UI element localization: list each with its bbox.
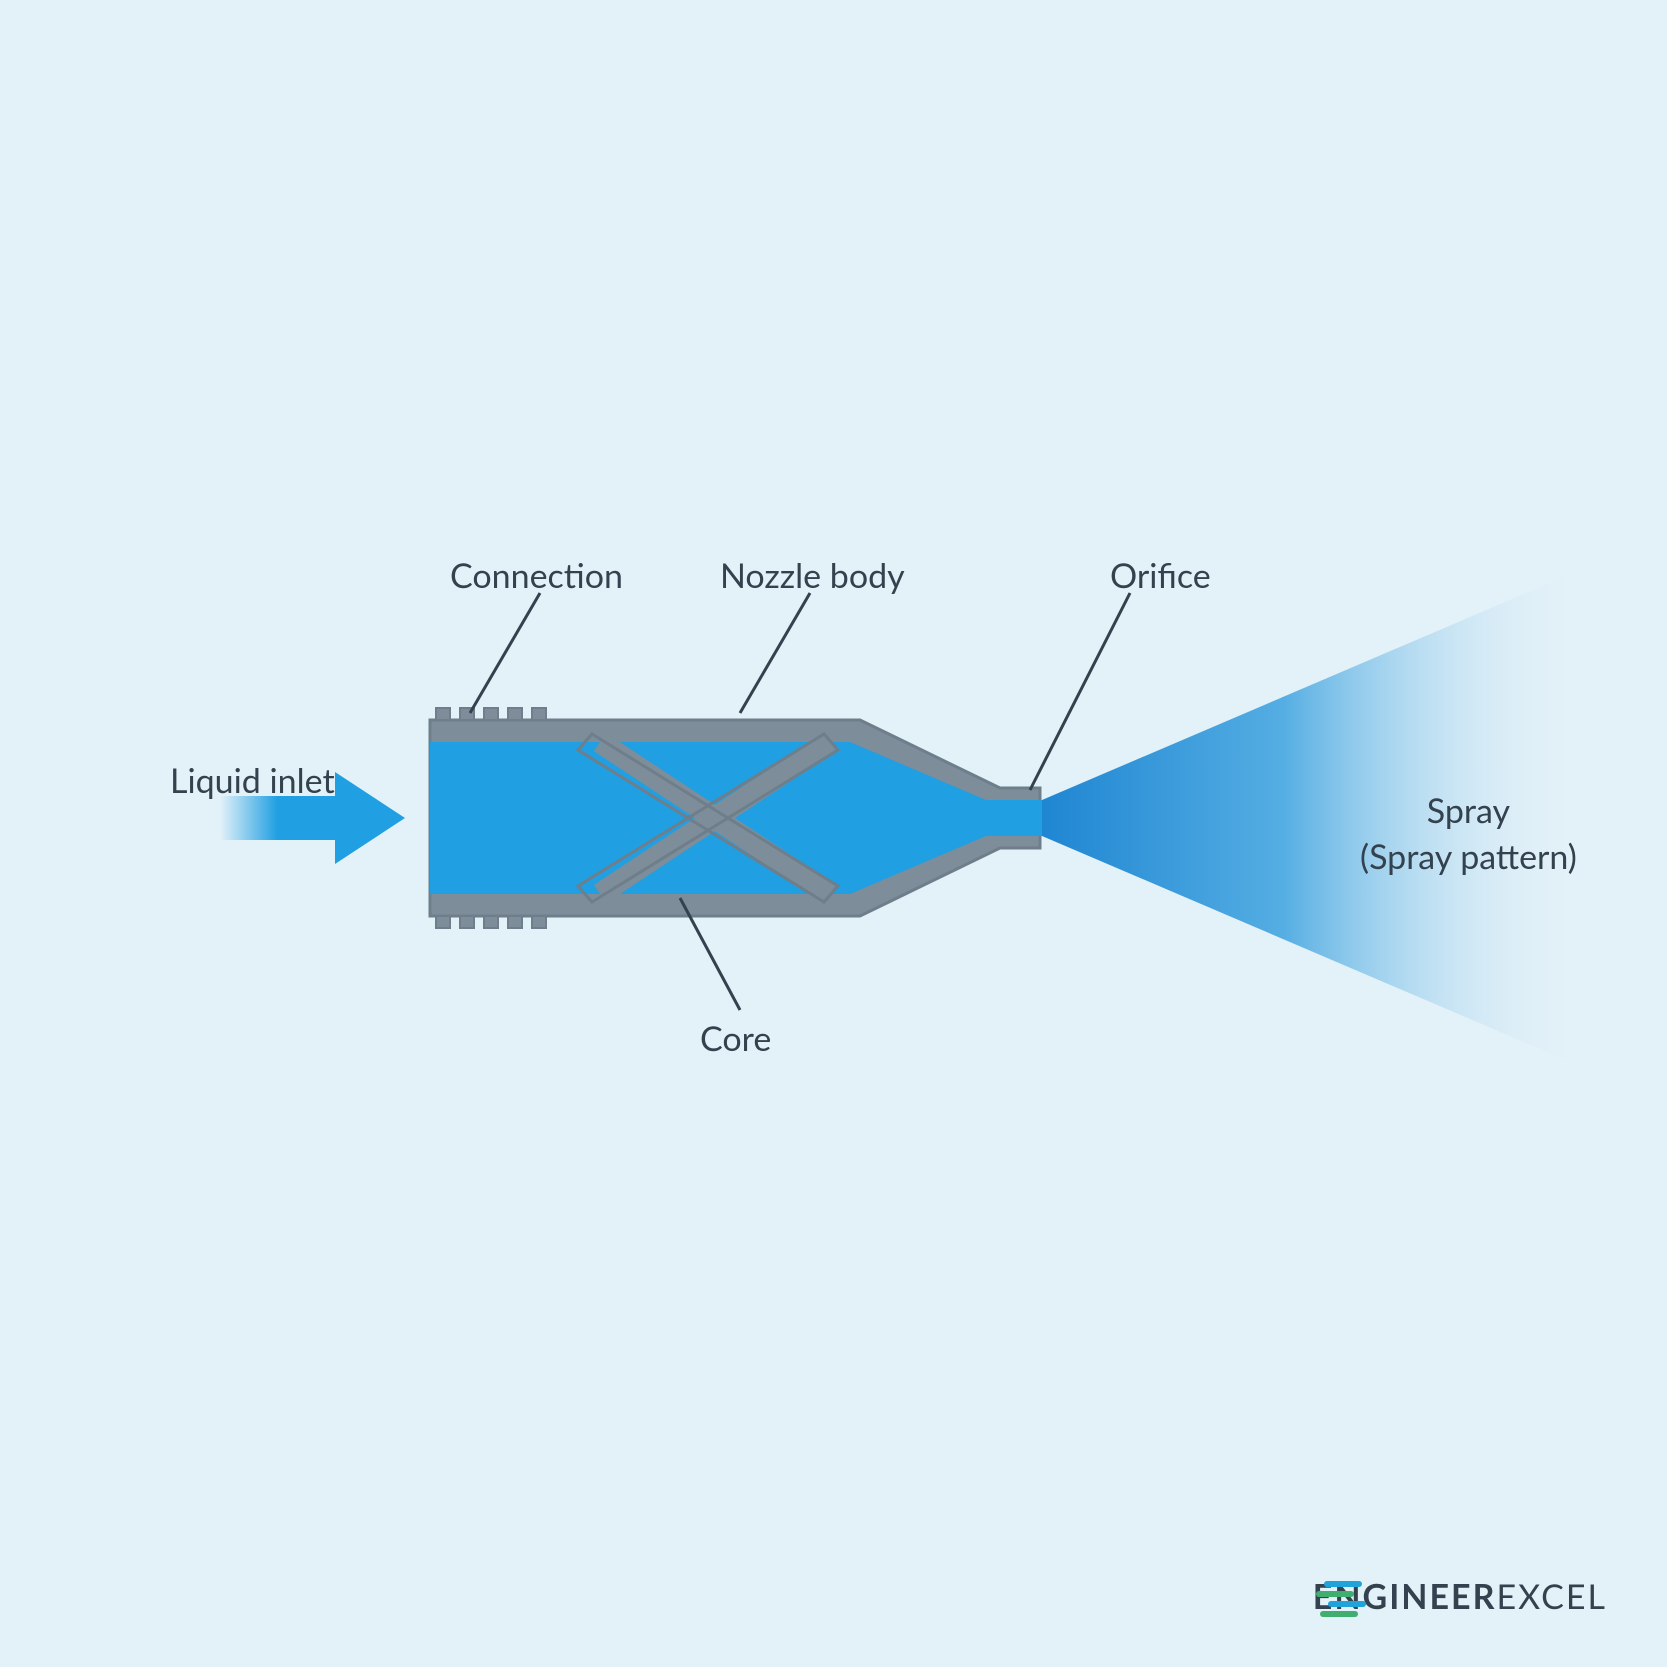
label-core: Core <box>700 1018 771 1059</box>
label-liquid-inlet: Liquid inlet <box>170 760 335 801</box>
logo-word-2: EXCEL <box>1496 1576 1607 1617</box>
label-connection: Connection <box>450 555 623 596</box>
label-orifice: Orifice <box>1110 555 1211 596</box>
diagram-stage: Liquid inlet Connection Nozzle body Orif… <box>0 0 1667 1667</box>
leader-connection <box>470 593 540 713</box>
label-spray-line2: (Spray pattern) <box>1360 834 1577 880</box>
label-spray-line1: Spray <box>1360 788 1577 834</box>
label-nozzle-body: Nozzle body <box>720 555 905 596</box>
logo-mark-icon <box>1313 1576 1369 1624</box>
leader-orifice <box>1030 593 1130 790</box>
leader-nozzle-body <box>740 593 810 713</box>
brand-logo: ENGINEEREXCEL <box>1313 1576 1607 1617</box>
label-spray: Spray (Spray pattern) <box>1360 788 1577 880</box>
